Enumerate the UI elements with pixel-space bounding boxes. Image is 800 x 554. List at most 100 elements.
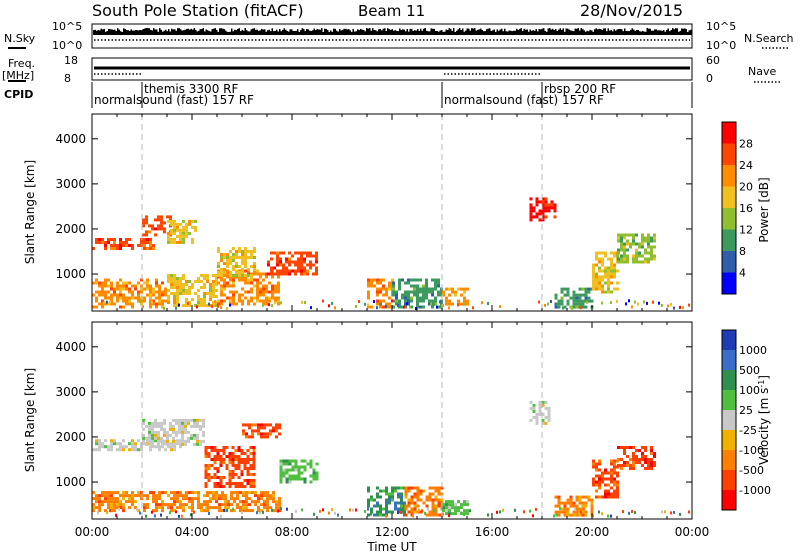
power-cell <box>179 231 182 235</box>
power-cell <box>532 209 536 213</box>
power-cell <box>167 219 170 223</box>
nsky-bar <box>669 31 671 35</box>
nsky-bar <box>175 30 177 35</box>
velocity-cell <box>248 491 251 495</box>
velocity-cell <box>590 507 594 511</box>
velocity-cell <box>557 498 561 502</box>
velocity-cell <box>219 464 223 467</box>
velocity-cell <box>404 492 408 496</box>
power-cell <box>592 272 595 276</box>
power-cell <box>592 278 595 282</box>
velocity-cell <box>170 497 173 501</box>
power-cell <box>164 290 167 294</box>
velocity-region-11 <box>592 459 619 499</box>
power-cell <box>413 284 416 288</box>
nsky-bar <box>247 31 249 35</box>
power-speckle-cell <box>175 306 177 310</box>
velocity-cell <box>164 503 167 507</box>
power-cell <box>623 236 626 240</box>
power-cell <box>626 254 629 258</box>
velocity-cell <box>275 426 278 430</box>
power-speckle-cell <box>229 303 231 307</box>
power-speckle-cell <box>481 301 483 305</box>
nsky-bar <box>445 29 447 35</box>
nsky-bar <box>376 31 378 35</box>
velocity-cell <box>635 458 638 461</box>
velocity-cell <box>149 491 152 495</box>
freq-tick-right-bottom: 0 <box>706 72 713 85</box>
nsky-bar <box>309 30 311 35</box>
power-cell <box>315 269 318 273</box>
velocity-cell <box>231 476 235 479</box>
power-cell <box>529 203 533 207</box>
velocity-cell <box>230 503 233 507</box>
power-cell <box>623 254 626 258</box>
power-region-1 <box>167 274 218 307</box>
power-colorbar-tick: 8 <box>739 245 746 258</box>
velocity-cell <box>613 480 616 484</box>
power-cell <box>416 284 419 288</box>
power-cell <box>607 257 610 261</box>
velocity-cell <box>207 479 211 482</box>
power-cell <box>598 251 601 255</box>
power-cell <box>572 299 576 303</box>
velocity-colorbar-swatch <box>722 330 736 351</box>
velocity-cell <box>155 497 158 501</box>
power-cell <box>595 275 598 279</box>
nsky-bar <box>552 28 554 35</box>
velocity-cell <box>388 492 391 496</box>
power-cell <box>146 281 149 285</box>
power-cell <box>158 299 161 303</box>
velocity-cell <box>203 503 206 507</box>
velocity-cell <box>442 503 445 507</box>
velocity-cell <box>294 465 298 469</box>
power-speckle-cell <box>646 301 648 305</box>
power-cell <box>170 240 173 244</box>
velocity-speckle-cell <box>226 509 228 512</box>
power-cell <box>410 278 413 282</box>
power-cell <box>250 278 253 282</box>
power-cell <box>157 224 160 228</box>
velocity-cell <box>113 503 116 507</box>
power-cell <box>226 281 229 285</box>
velocity-cell <box>245 497 248 501</box>
velocity-cell <box>179 439 182 443</box>
velocity-cell <box>463 500 466 504</box>
nsky-bar <box>456 30 458 35</box>
power-cell <box>149 302 152 306</box>
velocity-cell <box>448 506 451 510</box>
power-cell <box>169 215 172 219</box>
velocity-cell <box>224 509 227 513</box>
velocity-cell <box>385 489 388 493</box>
power-cell <box>623 260 626 264</box>
power-cell <box>274 284 277 288</box>
nsky-bar <box>370 30 372 35</box>
power-cell <box>226 269 229 273</box>
velocity-cell <box>647 464 650 467</box>
power-cell <box>610 257 613 261</box>
x-tick-label: 16:00 <box>475 525 510 539</box>
nsky-bar <box>385 31 387 35</box>
power-cell <box>297 257 300 261</box>
power-cell <box>644 251 647 255</box>
power-cell <box>294 269 297 273</box>
cpid-segment-normalsound-1: normalsound (fast) 157 RF <box>94 93 254 107</box>
velocity-speckle-cell <box>178 514 180 518</box>
power-cell <box>274 299 277 303</box>
velocity-cell <box>532 406 536 410</box>
power-cell <box>185 280 188 283</box>
velocity-cell <box>175 418 178 422</box>
velocity-cell <box>587 495 591 499</box>
velocity-cell <box>245 491 248 495</box>
power-cell <box>107 290 110 294</box>
velocity-cell <box>160 427 163 431</box>
velocity-cell <box>128 494 131 498</box>
power-cell <box>297 260 300 264</box>
power-speckle-cell <box>364 302 366 306</box>
power-cell <box>297 251 300 255</box>
velocity-cell <box>146 494 149 498</box>
nsky-bar <box>361 29 363 35</box>
power-cell <box>650 239 653 243</box>
velocity-cell <box>251 435 254 439</box>
power-cell <box>541 212 545 216</box>
